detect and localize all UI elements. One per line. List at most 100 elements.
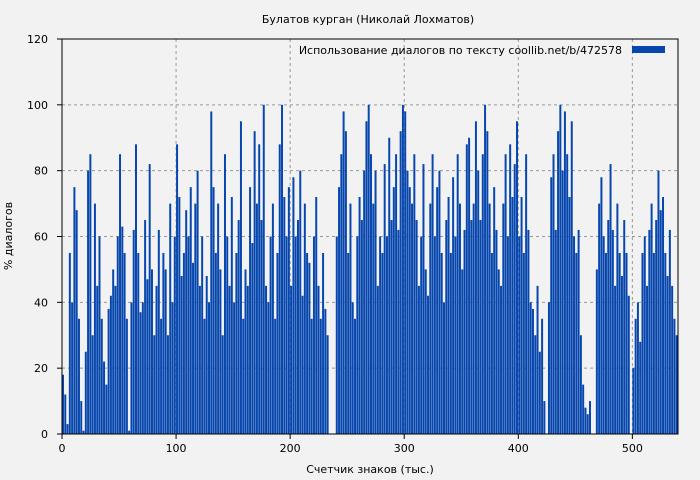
x-tick-label: 0 [59,442,66,455]
bar [294,236,297,434]
bar [89,154,92,435]
bar [399,131,402,434]
bar [271,203,274,434]
bar [358,197,361,434]
bar [169,203,172,434]
x-tick-label: 400 [508,442,529,455]
bar [484,104,487,434]
bar [87,170,90,434]
bar [568,197,571,434]
bar [310,318,313,434]
bar [388,137,391,434]
bar [431,154,434,435]
x-tick-label: 300 [394,442,415,455]
bar [452,177,455,434]
bar [228,285,231,434]
bar [251,243,254,434]
bar [326,335,329,434]
bar [278,144,281,435]
bar [447,197,450,434]
bar [668,229,671,434]
bar [344,131,347,434]
bar [80,401,83,434]
bar [155,285,158,434]
bar [253,131,256,434]
bar [214,252,217,434]
bar [509,144,512,435]
bar [579,335,582,434]
bar [557,131,560,434]
bar [64,394,67,434]
bar [338,187,341,434]
bar [187,236,190,434]
bar [249,187,252,434]
bar [383,164,386,435]
bar [641,252,644,434]
bar [162,252,165,434]
bar [529,302,532,434]
bar [205,276,208,434]
bar [287,187,290,434]
bar [144,220,147,434]
bar [354,318,357,434]
bar [595,269,598,434]
bar [415,220,418,434]
bar [109,295,112,434]
bar [406,170,409,434]
bar [657,170,660,434]
bar [486,131,489,434]
bar [379,236,382,434]
bar [495,229,498,434]
bar [518,236,521,434]
y-tick-label: 40 [34,296,48,309]
bar [429,203,432,434]
bar [98,236,101,434]
bar [146,279,149,434]
bar [547,302,550,434]
bar [563,111,566,435]
bar [68,252,71,434]
bar [456,154,459,435]
bar [513,164,516,435]
bar [385,236,388,434]
bar [66,424,69,434]
bar [506,236,509,434]
bar [132,229,135,434]
bar [522,252,525,434]
bar [479,220,482,434]
bar [470,220,473,434]
bar [481,154,484,435]
bar [360,220,363,434]
bar [566,154,569,435]
bar [150,269,153,434]
bar [620,276,623,434]
bar [116,236,119,434]
bar [582,384,585,434]
bar [219,269,222,434]
bar [137,252,140,434]
bar [107,308,110,434]
bar [164,269,167,434]
bar [123,252,126,434]
bar [299,170,302,434]
bar [221,335,224,434]
bar [458,203,461,434]
bar [488,203,491,434]
bar [139,312,142,434]
bar [607,220,610,434]
bar [438,170,441,434]
bar [404,111,407,435]
y-axis-label: % диалогов [2,202,15,270]
x-tick-label: 500 [622,442,643,455]
legend-swatch [632,46,665,53]
bar [315,197,318,434]
bar [634,318,637,434]
bar [269,236,272,434]
bar [449,252,452,434]
bar [463,229,466,434]
bar [372,203,375,434]
bar [584,407,587,434]
bar [178,197,181,434]
bar [609,164,612,435]
y-tick-label: 120 [27,33,48,46]
